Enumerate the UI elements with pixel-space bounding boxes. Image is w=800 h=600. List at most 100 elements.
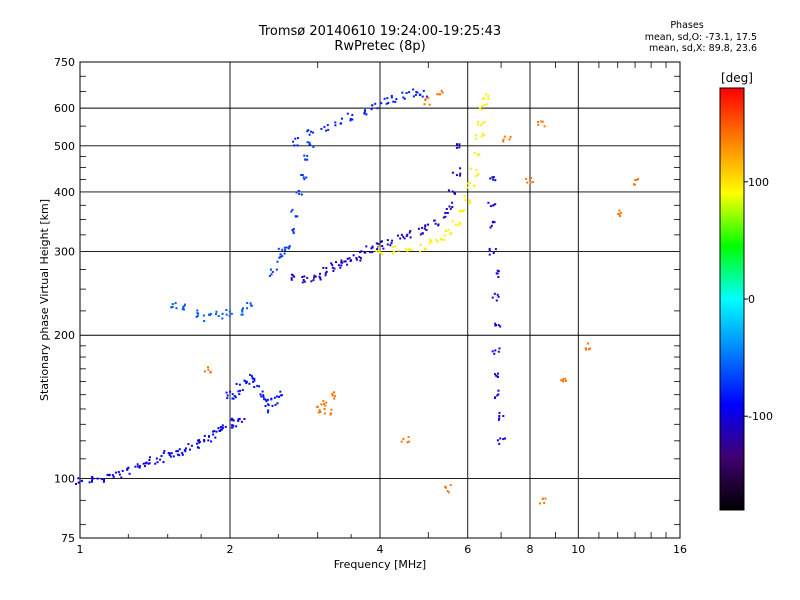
data-point — [351, 118, 354, 121]
data-point — [231, 418, 234, 421]
data-point — [634, 183, 636, 186]
data-point — [409, 230, 412, 232]
data-point — [298, 193, 301, 195]
data-point — [198, 439, 200, 442]
data-point — [221, 426, 224, 429]
data-point — [392, 250, 395, 253]
data-point — [340, 122, 343, 125]
data-point — [365, 113, 368, 116]
data-point — [447, 491, 450, 494]
data-point — [169, 455, 172, 458]
data-point — [187, 443, 190, 446]
data-point — [419, 233, 422, 236]
data-point — [331, 263, 334, 266]
data-point — [529, 181, 532, 184]
colorbar-tick-label: -100 — [748, 410, 773, 423]
data-point — [221, 317, 224, 320]
data-point — [325, 270, 328, 273]
data-point — [455, 146, 458, 149]
data-point — [438, 93, 441, 96]
data-point — [454, 223, 457, 226]
data-point — [281, 255, 284, 258]
data-point — [408, 248, 411, 250]
data-point — [334, 121, 337, 124]
data-point — [300, 193, 303, 196]
data-point — [483, 120, 486, 123]
data-point — [134, 465, 137, 468]
data-point — [371, 251, 374, 254]
data-point — [364, 251, 366, 254]
data-point — [88, 481, 91, 484]
data-point — [381, 253, 384, 255]
data-point — [178, 448, 181, 451]
data-point — [249, 302, 252, 305]
data-point — [323, 408, 326, 410]
data-point — [487, 201, 490, 204]
data-point — [543, 501, 546, 504]
data-point — [118, 473, 121, 476]
data-point — [202, 314, 205, 317]
data-point — [334, 124, 337, 127]
data-point — [285, 246, 288, 249]
data-point — [477, 124, 479, 127]
data-point — [220, 428, 223, 431]
data-point — [333, 391, 336, 394]
data-point — [128, 472, 131, 475]
data-point — [495, 374, 498, 377]
data-point — [637, 178, 640, 180]
data-point — [467, 182, 469, 185]
data-point — [502, 140, 505, 143]
data-point — [235, 425, 238, 428]
data-point — [312, 146, 315, 148]
data-point — [312, 279, 315, 282]
data-point — [473, 152, 476, 155]
data-point — [419, 243, 422, 246]
data-point — [541, 497, 544, 500]
data-point — [181, 308, 184, 311]
data-point — [203, 439, 206, 441]
data-point — [494, 397, 497, 399]
data-point — [412, 88, 415, 91]
data-point — [294, 137, 297, 140]
grid-lines — [79, 61, 681, 539]
data-point — [184, 450, 187, 453]
data-point — [309, 143, 312, 146]
data-point — [212, 433, 215, 436]
y-axis-label: Stationary phase Virtual Height [km] — [38, 199, 51, 401]
data-point — [370, 108, 373, 111]
data-point — [368, 251, 371, 254]
data-point — [478, 153, 481, 156]
data-point — [292, 230, 295, 233]
data-point — [497, 376, 499, 378]
x-tick-label: 2 — [227, 543, 234, 556]
data-point — [495, 299, 498, 302]
data-point — [408, 231, 411, 234]
data-point — [422, 89, 425, 92]
data-point — [482, 134, 485, 137]
data-point — [283, 246, 286, 249]
data-point — [108, 473, 111, 476]
data-point — [310, 280, 313, 283]
data-point — [448, 205, 451, 208]
colorbar-tick-label: 0 — [748, 293, 755, 306]
data-point — [385, 102, 388, 105]
data-point — [386, 97, 389, 100]
data-point — [275, 268, 278, 271]
data-point — [319, 278, 322, 281]
data-point — [218, 429, 221, 432]
data-point — [322, 266, 325, 269]
data-point — [409, 236, 412, 239]
data-point — [308, 141, 311, 144]
data-point — [427, 96, 430, 99]
data-point — [330, 262, 333, 265]
data-point — [424, 247, 427, 250]
data-point — [498, 415, 501, 417]
data-point — [322, 403, 325, 405]
data-point — [475, 134, 478, 137]
data-point — [279, 390, 282, 393]
data-point — [256, 384, 259, 387]
data-point — [231, 424, 234, 427]
data-point — [526, 181, 529, 184]
data-point — [185, 447, 187, 450]
data-point — [442, 216, 445, 219]
